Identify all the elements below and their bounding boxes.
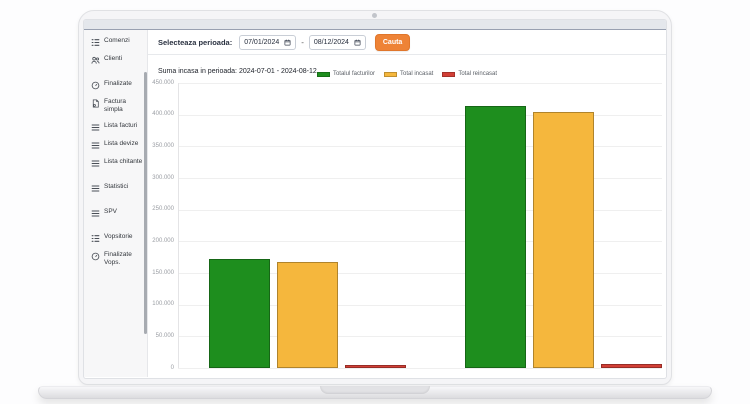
y-axis-tick-label: 200.000 xyxy=(152,237,174,244)
date-from-value: 07/01/2024 xyxy=(244,38,280,46)
y-axis-tick-label: 250.000 xyxy=(152,206,174,213)
list-icon xyxy=(91,141,100,150)
sidebar-nav: Comenzi Clienti Finalizate Factura simpla Li… xyxy=(91,37,147,268)
date-from-input[interactable]: 07/01/2024 xyxy=(239,34,297,50)
sidebar-item-finalizate-vops[interactable]: Finalizate Vops. xyxy=(91,251,147,267)
users-icon xyxy=(91,56,100,65)
sidebar-item-vopsitorie[interactable]: Vopsitorie xyxy=(91,233,147,243)
sidebar-item-label: SPV xyxy=(104,208,118,216)
sidebar-scrollbar[interactable] xyxy=(144,72,147,334)
calendar-icon[interactable] xyxy=(354,39,361,46)
sidebar-item-lista-facturi[interactable]: Lista facturi xyxy=(91,122,147,132)
sidebar-item-label: Lista facturi xyxy=(104,122,138,130)
gridline xyxy=(178,336,662,338)
gauge-icon xyxy=(91,252,100,261)
bar-total-reincasat-group-2[interactable] xyxy=(601,363,662,368)
bar-totalul-facturilor-group-2[interactable] xyxy=(465,106,526,368)
sidebar-group: Statistici xyxy=(91,183,147,193)
webcam-icon xyxy=(372,13,377,18)
y-axis-line xyxy=(178,83,179,368)
y-axis-tick-label: 150.000 xyxy=(152,269,174,276)
gridline xyxy=(178,241,662,243)
legend-swatch xyxy=(442,71,456,77)
page-top-strip xyxy=(84,20,666,30)
sidebar-group: Comenzi Clienti xyxy=(91,37,147,65)
calendar-icon[interactable] xyxy=(284,39,291,46)
bar-total-reincasat-group-1[interactable] xyxy=(345,364,406,368)
bar-chart: 450.000 400.000 350.000 300.000 250.000 200.0… xyxy=(148,80,666,377)
y-axis-tick-label: 50.000 xyxy=(155,332,174,339)
sidebar-item-lista-devize[interactable]: Lista devize xyxy=(91,140,147,150)
bar-total-incasat-group-1[interactable] xyxy=(277,262,338,368)
sidebar-item-label: Finalizate xyxy=(104,80,132,87)
sidebar-group: SPV xyxy=(91,208,147,218)
sidebar-item-finalizate[interactable]: Finalizate xyxy=(91,80,147,90)
legend-item-total-incasat: Total incasat xyxy=(383,71,434,77)
y-axis-tick-label: 450.000 xyxy=(152,79,174,86)
sidebar-item-label: Clienti xyxy=(104,55,123,62)
summary-text: Suma incasa in perioada: 2024-07-01 - 20… xyxy=(158,68,317,75)
sidebar-item-label: Statistici xyxy=(104,183,129,191)
sidebar-item-label: Vopsitorie xyxy=(104,233,133,241)
legend-label: Totalul facturilor xyxy=(332,71,375,77)
summary-row: Suma incasa in perioada: 2024-07-01 - 20… xyxy=(148,55,666,75)
gauge-icon xyxy=(91,81,100,90)
gridline xyxy=(178,114,662,116)
legend-label: Total reincasat xyxy=(458,71,498,77)
legend-label: Total incasat xyxy=(399,71,434,77)
invoice-icon xyxy=(91,99,100,108)
sidebar-group: Finalizate Factura simpla Lista facturi Lis… xyxy=(91,80,147,168)
date-to-input[interactable]: 08/12/2024 xyxy=(308,34,366,50)
sidebar-item-label: Lista chitante xyxy=(104,158,143,166)
main-panel: Selecteaza perioada: 07/01/2024 - 08/12/… xyxy=(148,30,666,377)
bar-totalul-facturilor-group-1[interactable] xyxy=(209,259,270,368)
chart-legend: Totalul facturilor Total incasat Total rei… xyxy=(148,68,666,80)
app-window: Comenzi Clienti Finalizate Factura simpla Li… xyxy=(84,30,666,377)
sidebar-group: Vopsitorie Finalizate Vops. xyxy=(91,233,147,267)
gridline xyxy=(178,304,662,306)
bar-total-incasat-group-2[interactable] xyxy=(533,112,594,368)
legend-swatch xyxy=(316,71,330,77)
sidebar-item-label: Finalizate Vops. xyxy=(104,251,132,267)
y-axis-tick-label: 400.000 xyxy=(152,111,174,118)
y-axis-tick-label: 350.000 xyxy=(152,142,174,149)
sidebar-item-label: Factura simpla xyxy=(104,98,127,114)
sidebar-item-factura-simpla[interactable]: Factura simpla xyxy=(91,98,147,114)
sidebar: Comenzi Clienti Finalizate Factura simpla Li… xyxy=(84,30,148,377)
gridline xyxy=(178,178,662,179)
date-separator: - xyxy=(301,37,304,47)
date-to-value: 08/12/2024 xyxy=(313,38,349,46)
search-button[interactable]: Cauta xyxy=(374,33,411,51)
list-icon xyxy=(91,123,100,132)
sidebar-item-comenzi[interactable]: Comenzi xyxy=(91,37,147,47)
toolbar: Selecteaza perioada: 07/01/2024 - 08/12/… xyxy=(148,30,666,55)
y-axis-tick-label: 300.000 xyxy=(152,174,174,181)
y-axis-tick-label: 0 xyxy=(170,364,174,371)
ordered-list-icon xyxy=(91,38,100,47)
list-icon xyxy=(91,159,100,168)
y-axis-tick-label: 100.000 xyxy=(152,301,174,308)
sidebar-item-statistici[interactable]: Statistici xyxy=(91,183,147,193)
legend-item-total-reincasat: Total reincasat xyxy=(442,71,497,77)
legend-item-totalul-facturilor: Totalul facturilor xyxy=(316,71,375,77)
gridline xyxy=(178,273,662,274)
gridline xyxy=(178,209,662,211)
ordered-list-icon xyxy=(91,234,100,243)
period-label: Selecteaza perioada: xyxy=(158,37,233,47)
sidebar-item-clienti[interactable]: Clienti xyxy=(91,55,147,65)
sidebar-item-spv[interactable]: SPV xyxy=(91,208,147,218)
gridline xyxy=(178,83,662,84)
list-icon xyxy=(91,184,100,193)
gridline xyxy=(178,146,662,148)
gridline xyxy=(178,368,662,369)
sidebar-item-label: Comenzi xyxy=(104,37,130,44)
legend-swatch xyxy=(383,71,397,77)
laptop-screen: Comenzi Clienti Finalizate Factura simpla Li… xyxy=(84,20,666,378)
sidebar-item-label: Lista devize xyxy=(104,140,139,148)
laptop-base-notch xyxy=(320,386,430,394)
sidebar-item-lista-chitante[interactable]: Lista chitante xyxy=(91,158,147,168)
list-icon xyxy=(91,209,100,218)
